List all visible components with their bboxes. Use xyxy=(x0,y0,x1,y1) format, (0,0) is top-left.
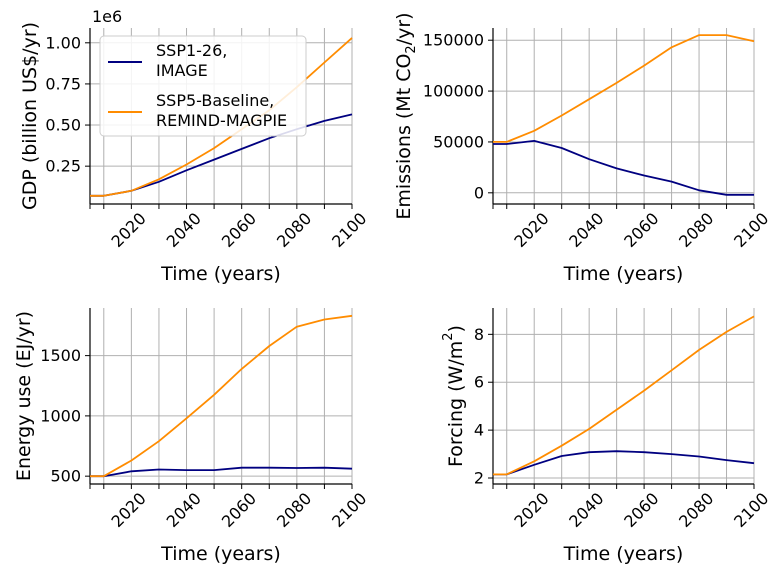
emissions-ssp1-line xyxy=(493,139,754,196)
emissions-x-tick-label: 2100 xyxy=(730,209,772,251)
energy-use-x-tick-label: 2040 xyxy=(163,489,205,531)
energy-use-y-tick-label: 1500 xyxy=(40,346,81,365)
emissions-y-tick-label: 150000 xyxy=(423,31,484,50)
forcing-ssp5-line xyxy=(493,315,755,476)
forcing-x-tick-label: 2100 xyxy=(730,489,772,531)
energy-use-chart-panel: 2020 2040 2060 2080 2100 500 1000 1500 Time (yea… xyxy=(13,308,370,565)
forcing-x-tick-label: 2020 xyxy=(510,489,552,531)
energy-use-y-tick-label: 500 xyxy=(50,467,81,486)
gdp-x-axis-title: Time (years) xyxy=(160,263,281,285)
emissions-chart-panel: 2020 2040 2060 2080 2100 0 50000 100000 150000 Ti… xyxy=(393,12,772,285)
energy-use-ssp5-line xyxy=(90,314,353,478)
forcing-x-axis-title: Time (years) xyxy=(563,543,684,565)
energy-use-x-tick-label: 2020 xyxy=(108,489,150,531)
gdp-y-tick-label: 0.75 xyxy=(45,74,81,93)
forcing-x-tick-label: 2060 xyxy=(620,489,662,531)
forcing-y-tick-label: 8 xyxy=(474,325,484,344)
emissions-x-tick-label: 2080 xyxy=(675,209,717,251)
emissions-x-tick-label: 2020 xyxy=(510,209,552,251)
forcing-y-tick-label: 2 xyxy=(474,469,484,488)
emissions-x-tick-label: 2040 xyxy=(565,209,607,251)
gdp-y-tick-label: 0.50 xyxy=(45,116,81,135)
forcing-x-tick-label: 2080 xyxy=(675,489,717,531)
gdp-y-tick-label: 0.25 xyxy=(45,157,81,176)
forcing-x-tick-label: 2040 xyxy=(565,489,607,531)
emissions-y-tick-label: 0 xyxy=(474,183,484,202)
emissions-y-tick-label: 100000 xyxy=(423,82,484,101)
legend-label-line1: SSP1-26, xyxy=(156,41,227,60)
energy-use-y-axis-title: Energy use (EJ/yr) xyxy=(13,311,35,481)
emissions-y-axis-title: Emissions (Mt CO2/yr) xyxy=(393,12,419,219)
energy-use-y-tick-label: 1000 xyxy=(40,406,81,425)
forcing-y-tick-label: 4 xyxy=(474,421,484,440)
gdp-y-axis-title: GDP (billion US$/yr) xyxy=(19,22,41,210)
legend-label-line1: SSP5-Baseline, xyxy=(156,91,274,110)
emissions-x-tick-label: 2060 xyxy=(620,209,662,251)
legend: SSP1-26,IMAGE SSP5-Baseline,REMIND-MAGPIE xyxy=(99,35,307,137)
gdp-chart-panel: 2020 2040 2060 2080 2100 0.25 0.50 0.75 1.00 1e6 T… xyxy=(19,7,370,285)
energy-use-x-axis-title: Time (years) xyxy=(160,543,281,565)
energy-use-x-tick-label: 2060 xyxy=(218,489,260,531)
energy-use-ssp1-line xyxy=(90,466,353,478)
legend-label-line2: REMIND-MAGPIE xyxy=(156,111,287,130)
gdp-x-tick-label: 2060 xyxy=(218,209,260,251)
energy-use-x-tick-label: 2080 xyxy=(273,489,315,531)
forcing-y-axis-title: Forcing (W/m2) xyxy=(441,325,467,467)
gdp-y-tick-label: 1.00 xyxy=(45,33,81,52)
emissions-y-tick-label: 50000 xyxy=(433,132,484,151)
forcing-ssp1-line xyxy=(493,450,755,476)
gdp-x-tick-label: 2080 xyxy=(273,209,315,251)
forcing-y-tick-label: 6 xyxy=(474,373,484,392)
energy-use-x-tick-label: 2100 xyxy=(328,489,370,531)
gdp-offset-text: 1e6 xyxy=(92,7,122,26)
forcing-chart-panel: 2020 2040 2060 2080 2100 2 4 6 8 Time (years) Forc… xyxy=(441,308,772,565)
gdp-x-tick-label: 2020 xyxy=(108,209,150,251)
emissions-x-axis-title: Time (years) xyxy=(563,263,684,285)
gdp-x-tick-label: 2040 xyxy=(163,209,205,251)
gdp-x-tick-label: 2100 xyxy=(328,209,370,251)
emissions-ssp5-line xyxy=(493,34,755,143)
legend-label-line2: IMAGE xyxy=(156,61,208,80)
legend-box xyxy=(99,35,307,137)
